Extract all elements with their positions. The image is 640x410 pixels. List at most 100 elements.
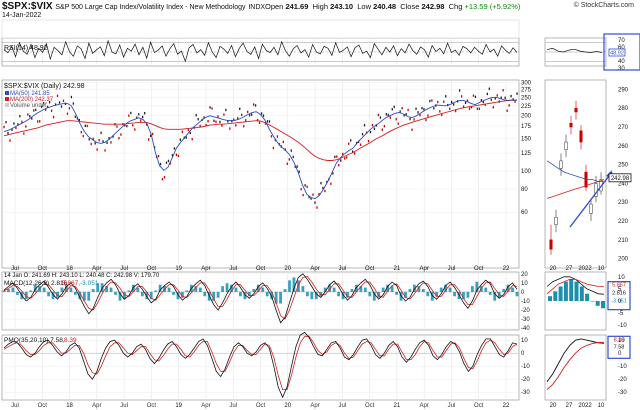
price-bar-147 bbox=[294, 165, 296, 169]
macd-hist-73 bbox=[328, 284, 332, 292]
price-bar-182 bbox=[363, 124, 366, 127]
chart-title: $SPX:$VIX S&P 500 Large Cap Index/Volati… bbox=[2, 1, 265, 12]
inset-candle-3 bbox=[564, 141, 568, 150]
macd-inset-tick-3: -5 bbox=[618, 311, 624, 317]
pmo-axis-tick-2: -10 bbox=[521, 364, 530, 370]
macd-hist-45 bbox=[203, 291, 207, 297]
pmo-highlight-box bbox=[607, 335, 631, 359]
macd-inset-hist-4 bbox=[569, 279, 574, 301]
price-bar-110 bbox=[221, 124, 223, 127]
price-bar-43 bbox=[88, 138, 90, 141]
open-label: Open bbox=[265, 2, 284, 11]
price-bar-249 bbox=[496, 94, 498, 97]
macd-hist-55 bbox=[247, 291, 251, 297]
price-bar-73 bbox=[147, 138, 150, 141]
price-bar-71 bbox=[144, 111, 146, 115]
macd-hist-63 bbox=[283, 289, 287, 292]
price-bar-189 bbox=[377, 113, 380, 117]
macd-hist-85 bbox=[381, 287, 385, 292]
macd-signal-legend: 5.867, bbox=[62, 280, 80, 287]
inset-candle-8 bbox=[589, 203, 593, 214]
macd-hist-115 bbox=[515, 291, 519, 297]
macd-hist-41 bbox=[185, 290, 189, 292]
rsi-last-value: 48.92 bbox=[610, 51, 624, 57]
x-tick-bottom-0: Jul bbox=[11, 403, 19, 409]
top-spacer bbox=[1, 19, 520, 39]
price-bar-8 bbox=[19, 115, 21, 118]
price-bar-197 bbox=[393, 105, 395, 109]
rsi-line bbox=[3, 39, 518, 63]
price-axis-tick-3: 125 bbox=[521, 151, 532, 157]
price-bar-206 bbox=[411, 128, 413, 131]
price-bar-87 bbox=[175, 153, 178, 157]
price-bar-97 bbox=[195, 114, 197, 117]
inset-x-tick-2: 2022 bbox=[578, 266, 592, 272]
price-bar-259 bbox=[516, 92, 518, 95]
price-bar-98 bbox=[197, 118, 199, 121]
macd-axis-tick-6: -40 bbox=[521, 326, 530, 332]
price-bar-23 bbox=[48, 101, 51, 104]
price-bar-212 bbox=[423, 108, 425, 111]
macd-hist-98 bbox=[439, 287, 443, 292]
price-bar-216 bbox=[431, 99, 433, 102]
pmo-inset-tick-2: -10 bbox=[618, 364, 627, 370]
price-bar-107 bbox=[215, 120, 217, 123]
macd-hist-37 bbox=[167, 287, 171, 292]
price-bar-84 bbox=[169, 162, 172, 165]
price-bar-221 bbox=[441, 113, 443, 117]
price-bar-53 bbox=[108, 137, 110, 140]
price-bar-2 bbox=[7, 131, 9, 135]
macd-inset-hist-5 bbox=[574, 281, 579, 301]
x-tick-price-3: Apr bbox=[92, 266, 101, 272]
x-tick-bottom-18: 22 bbox=[503, 403, 510, 409]
ma50-swatch bbox=[5, 91, 9, 95]
macd-hist-51 bbox=[230, 284, 233, 292]
macd-hist-18 bbox=[82, 291, 86, 301]
price-bar-13 bbox=[29, 114, 31, 118]
macd-highlight-box bbox=[607, 281, 631, 311]
macd-hist-48 bbox=[216, 291, 220, 298]
macd-hist-47 bbox=[212, 291, 216, 301]
price-inset-tick-7: 220 bbox=[618, 219, 629, 225]
macd-hist-76 bbox=[341, 291, 345, 300]
macd-hist-95 bbox=[426, 291, 430, 297]
macd-hist-105 bbox=[470, 286, 474, 292]
rsi-axis-tick-4: 30 bbox=[618, 66, 625, 72]
price-bar-118 bbox=[237, 117, 239, 120]
macd-hist-27 bbox=[123, 291, 126, 300]
price-bar-129 bbox=[258, 121, 261, 124]
price-bar-230 bbox=[458, 89, 461, 92]
price-axis-tick-5: 175 bbox=[521, 124, 532, 130]
x-tick-bottom-9: Oct bbox=[256, 403, 266, 409]
macd-hist-7 bbox=[33, 284, 37, 292]
macd-hist-20 bbox=[91, 289, 95, 292]
price-bar-168 bbox=[336, 155, 338, 158]
price-bar-117 bbox=[235, 124, 237, 127]
ma50-legend: MA(50) 241.85 bbox=[10, 91, 50, 97]
price-bar-236 bbox=[470, 105, 473, 109]
pmo-inset-tick-1: 0 bbox=[618, 351, 622, 357]
price-bar-38 bbox=[78, 118, 80, 122]
macd-hist-12 bbox=[56, 291, 59, 298]
low-label: Low bbox=[357, 2, 371, 11]
macd-inset-hist-10 bbox=[601, 301, 605, 309]
price-bar-103 bbox=[207, 120, 209, 123]
price-bar-4 bbox=[11, 128, 13, 131]
price-bar-242 bbox=[482, 100, 485, 104]
price-bar-213 bbox=[425, 118, 427, 122]
price-bar-220 bbox=[439, 110, 441, 113]
price-bar-68 bbox=[138, 113, 140, 116]
x-tick-bottom-1: Oct bbox=[38, 403, 48, 409]
price-bar-49 bbox=[100, 131, 102, 135]
price-bar-255 bbox=[508, 104, 510, 107]
price-bar-232 bbox=[462, 105, 465, 108]
high-value: 243.10 bbox=[330, 2, 354, 11]
macd-hist-14 bbox=[65, 284, 68, 292]
price-bar-123 bbox=[247, 110, 249, 114]
price-bar-227 bbox=[453, 103, 455, 106]
macd-hist-93 bbox=[417, 286, 421, 292]
price-bar-19 bbox=[41, 105, 43, 108]
price-bar-172 bbox=[344, 157, 346, 160]
x-tick-bottom-3: Apr bbox=[92, 403, 101, 409]
price-bar-39 bbox=[80, 130, 82, 134]
